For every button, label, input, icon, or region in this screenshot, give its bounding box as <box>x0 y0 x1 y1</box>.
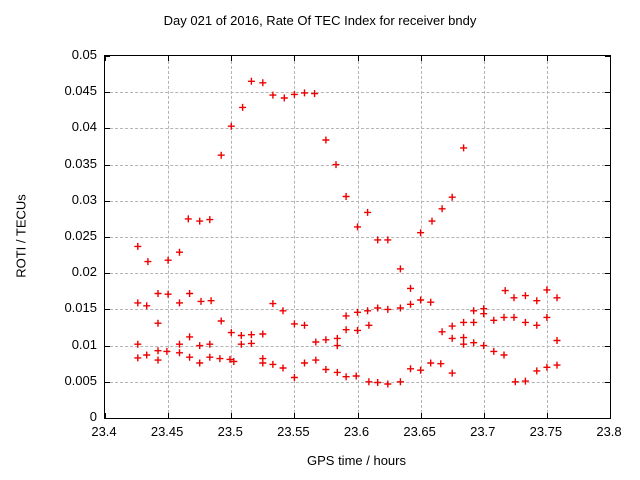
x-tick-mark <box>420 413 422 418</box>
x-tick-label: 23.75 <box>529 424 563 439</box>
y-tick-label: 0.03 <box>71 191 97 207</box>
y-gridline <box>105 164 610 166</box>
y-tick-mark <box>105 418 110 419</box>
y-tick-mark <box>605 345 610 347</box>
data-points-layer <box>134 77 561 388</box>
y-tick-mark <box>105 273 110 275</box>
y-tick-label: 0.04 <box>71 119 97 135</box>
x-tick-mark <box>420 56 422 61</box>
x-tick-mark <box>231 56 233 61</box>
y-tick-mark <box>605 418 610 419</box>
chart-title: Day 021 of 2016, Rate Of TEC Index for r… <box>163 13 477 28</box>
x-tick-label: 23.6 <box>343 424 370 439</box>
y-tick-mark <box>105 345 110 347</box>
y-tick-label: 0.005 <box>64 372 97 388</box>
y-gridline <box>105 381 610 383</box>
x-tick-label: 23.4 <box>91 424 117 439</box>
x-tick-label: 23.45 <box>150 424 184 439</box>
y-tick-mark <box>105 92 110 94</box>
y-tick-label: 0 <box>89 409 97 424</box>
y-gridline <box>105 128 610 130</box>
x-axis-label: GPS time / hours <box>307 453 406 468</box>
y-tick-mark <box>105 164 110 166</box>
x-tick-mark <box>546 413 548 418</box>
data-point-markers <box>134 77 561 388</box>
x-tick-mark <box>168 413 170 418</box>
y-gridline <box>105 237 610 238</box>
y-tick-mark <box>105 309 110 311</box>
x-tick-mark <box>168 56 170 61</box>
x-tick-mark <box>105 413 106 418</box>
y-tick-mark <box>605 128 610 130</box>
x-tick-label: 23.55 <box>277 424 310 439</box>
y-tick-mark <box>605 92 610 94</box>
y-tick-mark <box>105 200 110 202</box>
x-tick-mark <box>294 413 296 418</box>
x-tick-label: 23.7 <box>470 424 496 439</box>
x-tick-mark <box>231 413 233 418</box>
y-gridline <box>105 345 610 347</box>
y-tick-mark <box>605 56 610 57</box>
x-tick-mark <box>294 56 296 61</box>
x-tick-label: 23.5 <box>217 424 243 439</box>
y-gridline <box>105 200 610 202</box>
y-tick-mark <box>605 273 610 275</box>
x-tick-label: 23.8 <box>596 424 622 439</box>
y-tick-label: 0.02 <box>71 264 97 280</box>
y-tick-mark <box>105 56 110 57</box>
x-tick-mark <box>105 56 106 61</box>
y-tick-label: 0.015 <box>64 300 97 316</box>
y-tick-label: 0.05 <box>71 47 97 62</box>
plot-area <box>104 55 611 419</box>
y-tick-label: 0.025 <box>64 228 97 243</box>
y-tick-mark <box>105 128 110 130</box>
y-tick-mark <box>605 164 610 166</box>
y-gridline <box>105 92 610 94</box>
y-tick-mark <box>605 309 610 311</box>
y-tick-mark <box>605 200 610 202</box>
y-tick-label: 0.045 <box>64 83 97 99</box>
x-tick-mark <box>546 56 548 61</box>
x-tick-label: 23.65 <box>403 424 436 439</box>
y-tick-mark <box>105 237 110 238</box>
y-tick-label: 0.01 <box>71 336 97 352</box>
y-tick-label: 0.035 <box>64 155 97 171</box>
x-tick-mark <box>610 56 611 61</box>
y-gridline <box>105 273 610 275</box>
y-tick-mark <box>105 381 110 383</box>
x-tick-mark <box>357 56 359 61</box>
x-tick-mark <box>483 56 485 61</box>
x-tick-mark <box>357 413 359 418</box>
y-tick-mark <box>605 381 610 383</box>
x-tick-mark <box>483 413 485 418</box>
x-tick-mark <box>610 413 611 418</box>
y-tick-mark <box>605 237 610 238</box>
